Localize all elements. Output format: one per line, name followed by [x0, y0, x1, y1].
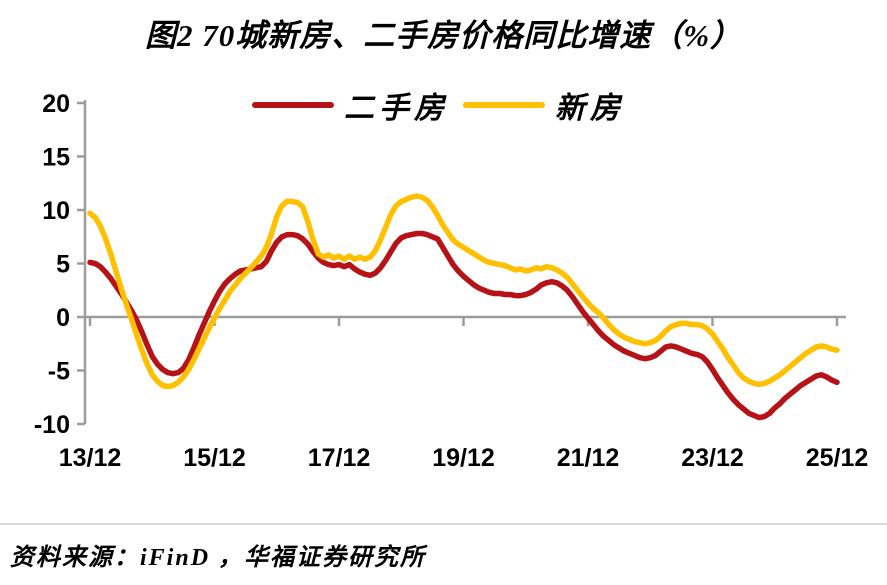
y-tick-label: 15: [42, 144, 70, 172]
x-tick-label: 15/12: [183, 444, 246, 472]
footer-divider: [0, 523, 887, 525]
legend-label-secondhand: 二手房: [344, 92, 449, 125]
series-line-secondhand: [87, 230, 840, 421]
y-tick-label: 0: [56, 304, 70, 332]
y-tick-label: 10: [42, 197, 70, 225]
y-tick-label: -10: [34, 411, 70, 439]
legend-item-new: 新房: [463, 83, 625, 127]
x-tick-label: 17/12: [308, 444, 371, 472]
chart-title: 图2 70城新房、二手房价格同比增速（%）: [144, 18, 743, 53]
legend-swatch-new: [463, 102, 545, 108]
x-tick-label: 23/12: [681, 444, 744, 472]
y-tick-label: -5: [48, 358, 70, 386]
legend-swatch-secondhand: [252, 102, 334, 108]
legend-item-secondhand: 二手房: [252, 83, 449, 127]
y-tick-label: 5: [56, 251, 70, 279]
source-note: 资料来源：iFinD ，华福证券研究所: [10, 545, 427, 571]
chart-legend: 二手房 新房: [252, 83, 625, 127]
x-tick-label: 25/12: [806, 444, 869, 472]
legend-label-new: 新房: [555, 92, 625, 125]
x-tick-label: 21/12: [557, 444, 620, 472]
series-line-new: [87, 193, 840, 390]
x-tick-label: 13/12: [59, 444, 122, 472]
y-tick-label: 20: [42, 90, 70, 118]
x-tick-label: 19/12: [432, 444, 495, 472]
